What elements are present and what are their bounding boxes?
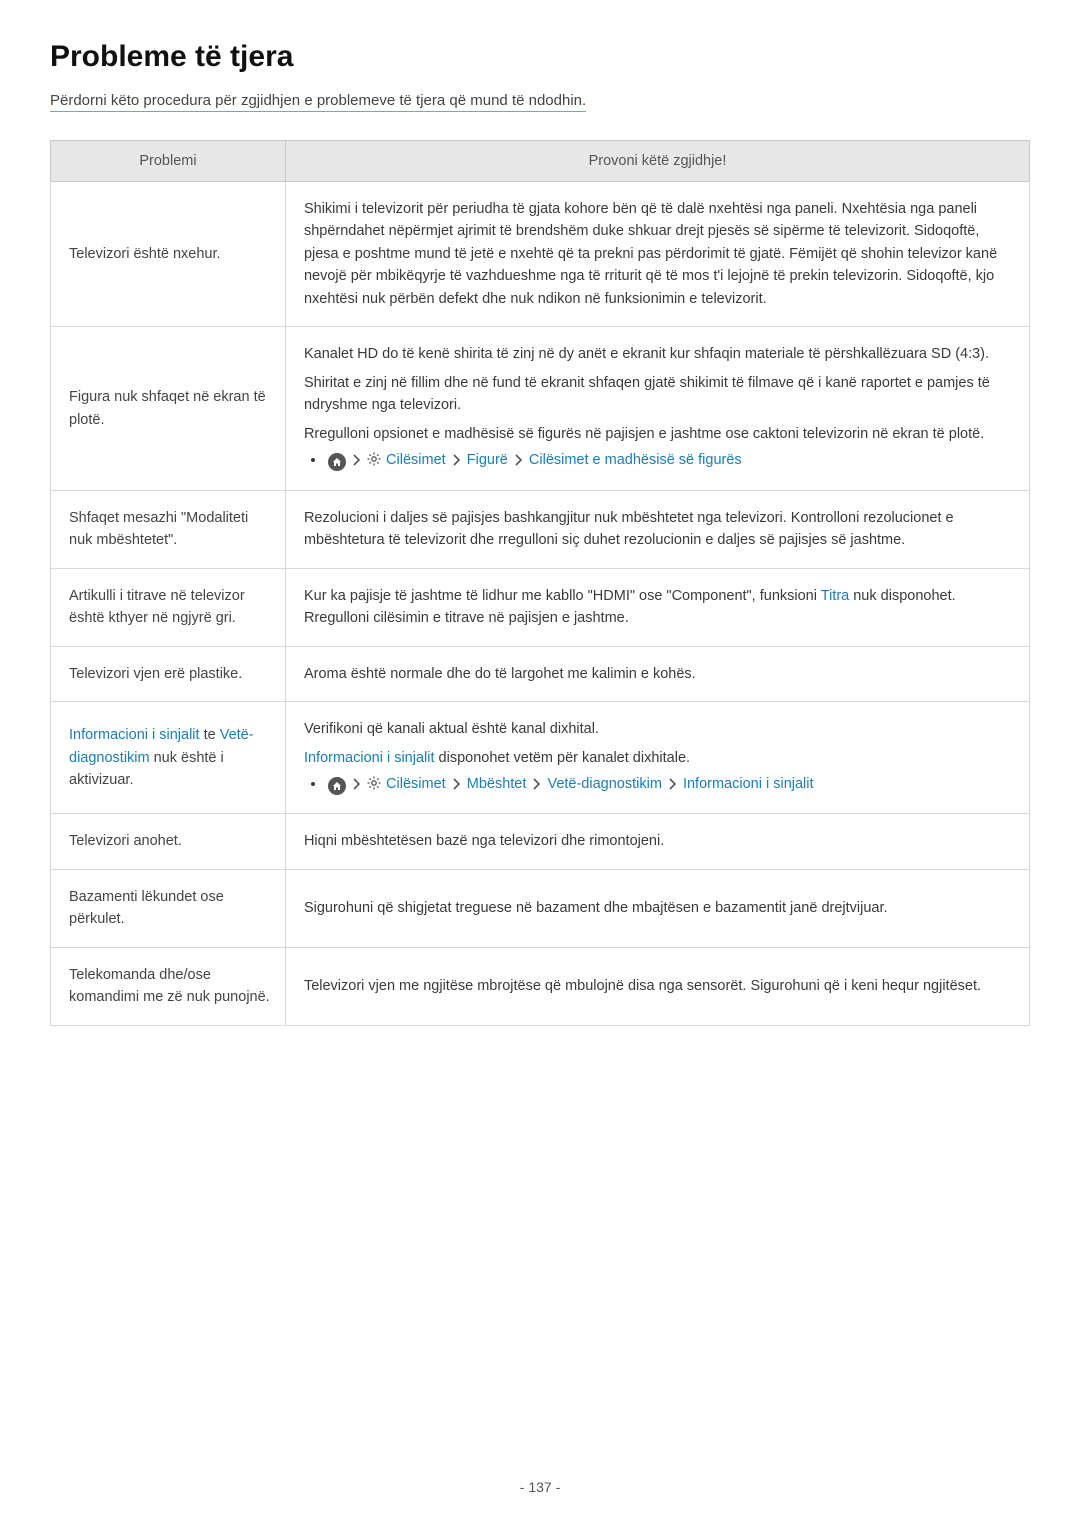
table-row: Televizori vjen erë plastike. Aroma ësht… xyxy=(51,646,1030,701)
table-row: Informacioni i sinjalit te Vetë-diagnost… xyxy=(51,702,1030,814)
chevron-right-icon xyxy=(668,775,677,797)
path-step[interactable]: Informacioni i sinjalit xyxy=(683,776,814,792)
table-row: Figura nuk shfaqet në ekran të plotë. Ka… xyxy=(51,327,1030,490)
page-number: - 137 - xyxy=(0,1479,1080,1495)
intro-text: Përdorni këto procedura për zgjidhjen e … xyxy=(50,92,586,112)
problem-cell: Televizori anohet. xyxy=(51,814,286,869)
solution-cell: Kanalet HD do të kenë shirita të zinj në… xyxy=(285,327,1029,490)
chevron-right-icon xyxy=(452,451,461,473)
table-row: Televizori është nxehur. Shikimi i telev… xyxy=(51,182,1030,327)
col-problem: Problemi xyxy=(51,141,286,182)
link-info-sinjalit[interactable]: Informacioni i sinjalit xyxy=(304,750,435,766)
path-step[interactable]: Mbështet xyxy=(467,776,527,792)
chevron-right-icon xyxy=(352,775,361,797)
settings-path: Cilësimet Figurë Cilësimet e madhësisë s… xyxy=(326,449,1015,473)
solution-para: Rregulloni opsionet e madhësisë së figur… xyxy=(304,423,1015,445)
solution-cell: Aroma është normale dhe do të largohet m… xyxy=(285,646,1029,701)
solution-para: Kanalet HD do të kenë shirita të zinj në… xyxy=(304,343,1015,365)
problem-cell: Televizori është nxehur. xyxy=(51,182,286,327)
solution-cell: Rezolucioni i daljes së pajisjes bashkan… xyxy=(285,490,1029,568)
solution-cell: Hiqni mbështetësen bazë nga televizori d… xyxy=(285,814,1029,869)
path-step[interactable]: Cilësimet e madhësisë së figurës xyxy=(529,452,742,468)
problem-cell: Figura nuk shfaqet në ekran të plotë. xyxy=(51,327,286,490)
page-title: Probleme të tjera xyxy=(50,40,1030,74)
link-titra[interactable]: Titra xyxy=(821,588,849,604)
path-step[interactable]: Vetë-diagnostikim xyxy=(547,776,661,792)
table-row: Artikulli i titrave në televizor është k… xyxy=(51,568,1030,646)
link-info-sinjalit[interactable]: Informacioni i sinjalit xyxy=(69,727,200,743)
table-row: Telekomanda dhe/ose komandimi me zë nuk … xyxy=(51,947,1030,1025)
solution-para: Shiritat e zinj në fillim dhe në fund të… xyxy=(304,372,1015,417)
col-solution: Provoni këtë zgjidhje! xyxy=(285,141,1029,182)
table-row: Televizori anohet. Hiqni mbështetësen ba… xyxy=(51,814,1030,869)
solution-text: disponohet vetëm për kanalet dixhitale. xyxy=(435,750,691,766)
chevron-right-icon xyxy=(514,451,523,473)
solution-text: Kur ka pajisje të jashtme të lidhur me k… xyxy=(304,588,821,604)
gear-icon xyxy=(367,775,381,797)
home-icon xyxy=(328,453,346,471)
solution-cell: Verifikoni që kanali aktual është kanal … xyxy=(285,702,1029,814)
chevron-right-icon xyxy=(352,451,361,473)
solution-cell: Sigurohuni që shigjetat treguese në baza… xyxy=(285,869,1029,947)
table-row: Bazamenti lëkundet ose përkulet. Siguroh… xyxy=(51,869,1030,947)
chevron-right-icon xyxy=(452,775,461,797)
problem-cell: Informacioni i sinjalit te Vetë-diagnost… xyxy=(51,702,286,814)
chevron-right-icon xyxy=(532,775,541,797)
solution-cell: Televizori vjen me ngjitëse mbrojtëse që… xyxy=(285,947,1029,1025)
solution-para: Informacioni i sinjalit disponohet vetëm… xyxy=(304,747,1015,769)
troubleshoot-table: Problemi Provoni këtë zgjidhje! Televizo… xyxy=(50,140,1030,1026)
settings-path: Cilësimet Mbështet Vetë-diagnostikim Inf… xyxy=(326,773,1015,797)
path-step[interactable]: Figurë xyxy=(467,452,508,468)
path-step[interactable]: Cilësimet xyxy=(386,776,446,792)
problem-cell: Artikulli i titrave në televizor është k… xyxy=(51,568,286,646)
solution-cell: Shikimi i televizorit për periudha të gj… xyxy=(285,182,1029,327)
problem-cell: Telekomanda dhe/ose komandimi me zë nuk … xyxy=(51,947,286,1025)
path-step[interactable]: Cilësimet xyxy=(386,452,446,468)
gear-icon xyxy=(367,451,381,473)
problem-cell: Televizori vjen erë plastike. xyxy=(51,646,286,701)
solution-para: Verifikoni që kanali aktual është kanal … xyxy=(304,718,1015,740)
solution-cell: Kur ka pajisje të jashtme të lidhur me k… xyxy=(285,568,1029,646)
table-row: Shfaqet mesazhi "Modaliteti nuk mbështet… xyxy=(51,490,1030,568)
problem-cell: Shfaqet mesazhi "Modaliteti nuk mbështet… xyxy=(51,490,286,568)
problem-cell: Bazamenti lëkundet ose përkulet. xyxy=(51,869,286,947)
problem-text: te xyxy=(200,727,220,743)
home-icon xyxy=(328,777,346,795)
